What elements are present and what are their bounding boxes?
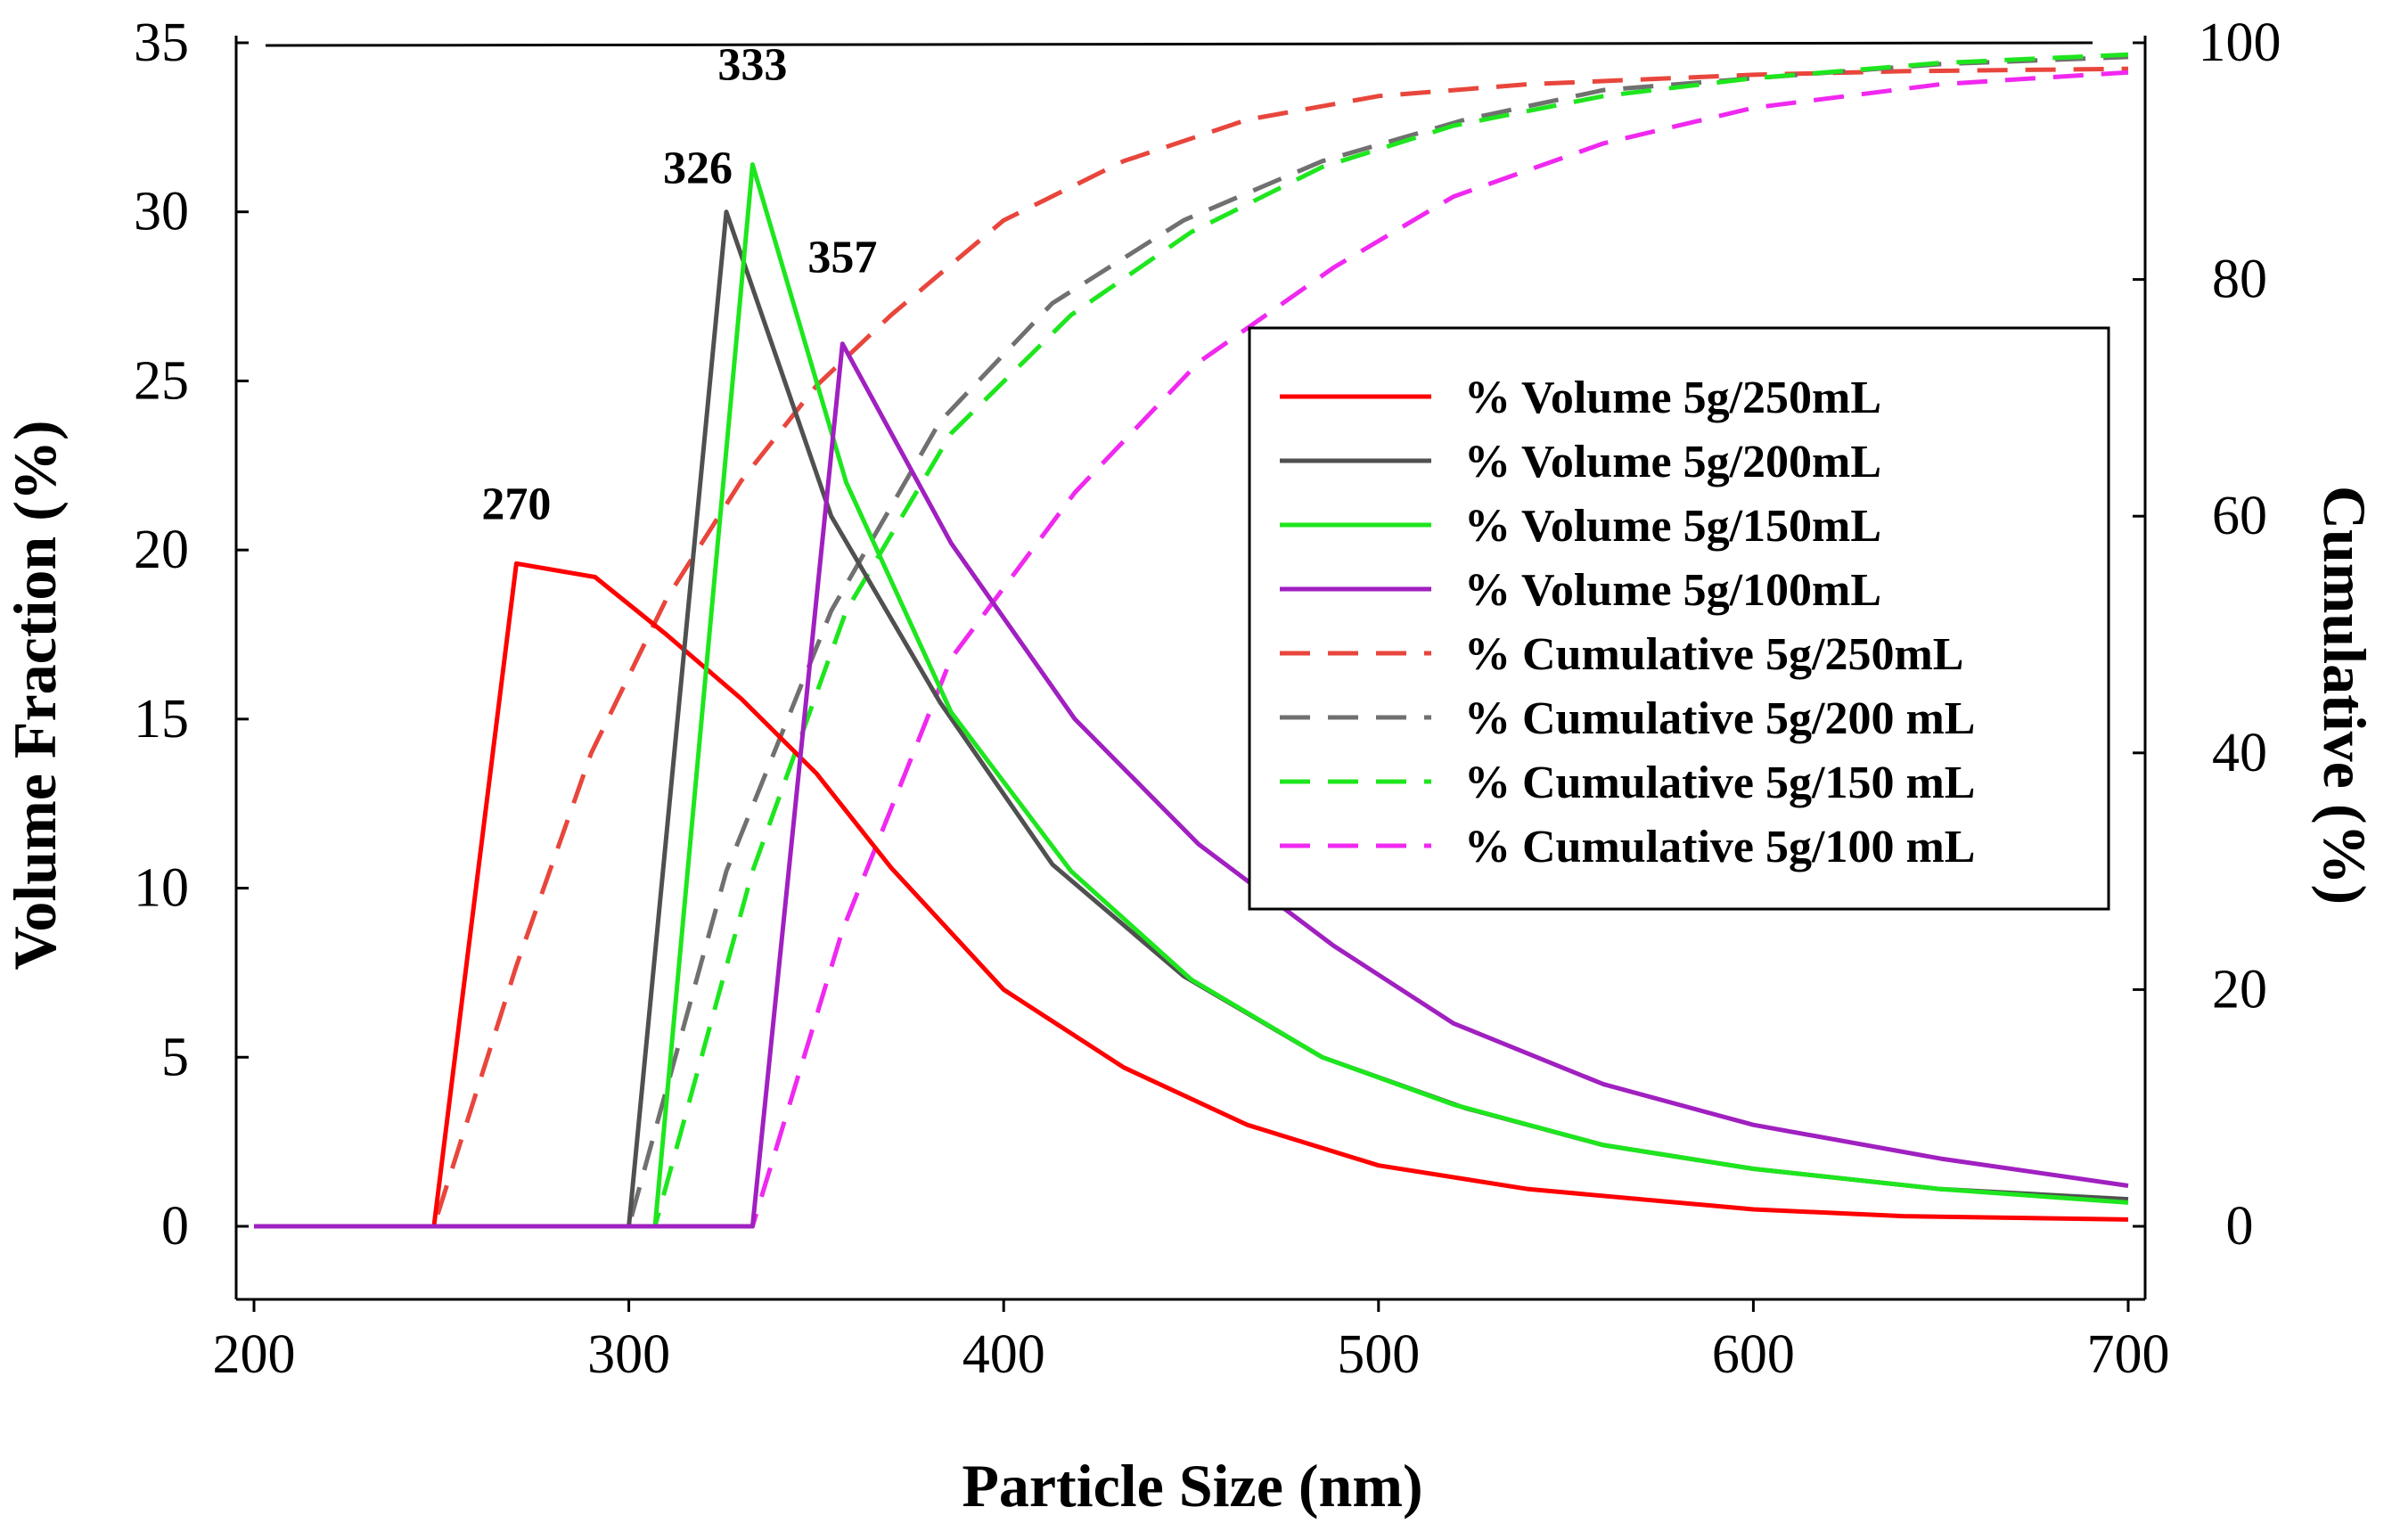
- y-tick-label: 0: [161, 1196, 189, 1257]
- x-tick-label: 600: [1712, 1324, 1795, 1385]
- legend-label: % Volume 5g/150mL: [1464, 501, 1881, 552]
- y-tick-label: 30: [134, 182, 189, 242]
- peak-label: 357: [807, 233, 877, 283]
- peak-label: 333: [717, 40, 787, 91]
- top-reference-line: [265, 41, 2093, 47]
- y-tick-label: 5: [161, 1027, 189, 1087]
- y2-tick-label: 80: [2212, 250, 2267, 310]
- y2-tick-label: 60: [2212, 486, 2267, 546]
- series-layer: [254, 52, 2129, 1229]
- y-axis-title: Volume Fraction (%): [1, 421, 69, 971]
- legend-label: % Cumulative 5g/250mL: [1464, 629, 1963, 680]
- y-tick-label: 35: [134, 12, 189, 73]
- y-tick-label: 20: [134, 520, 189, 580]
- series-line-7: [254, 52, 2129, 1229]
- series-line-8: [254, 70, 2129, 1229]
- peak-label: 270: [481, 479, 551, 529]
- x-tick-label: 400: [963, 1324, 1045, 1385]
- y2-tick-label: 40: [2212, 723, 2267, 783]
- y-tick-label: 15: [134, 689, 189, 750]
- legend: % Volume 5g/250mL % Volume 5g/200mL % Volu…: [1248, 326, 2110, 911]
- x-tick-label: 500: [1337, 1324, 1420, 1385]
- y2-tick-label: 20: [2212, 959, 2267, 1020]
- y2-axis-title: Cumulative (%): [2311, 486, 2379, 905]
- legend-box: [1248, 326, 2110, 911]
- x-tick-label: 700: [2087, 1324, 2170, 1385]
- axes: [234, 36, 2147, 1301]
- y-tick-label: 25: [134, 350, 189, 411]
- series-line-1: [254, 561, 2129, 1229]
- y2-tick-label: 0: [2226, 1196, 2254, 1257]
- x-tick-label: 300: [587, 1324, 670, 1385]
- y2-tick-label: 100: [2199, 12, 2281, 73]
- x-axis-title: Particle Size (nm): [962, 1452, 1422, 1520]
- series-line-5: [254, 66, 2129, 1229]
- peak-label: 326: [663, 143, 733, 194]
- y-tick-label: 10: [134, 858, 189, 919]
- legend-label: % Cumulative 5g/150 mL: [1464, 758, 1975, 808]
- ticks: 200 300 400 500 600 700 0 5 10 15 20 25 30 35 0 20 40 60 8…: [134, 12, 2281, 1385]
- series-line-3: [254, 162, 2129, 1229]
- peak-labels: 270 326 333 357: [481, 40, 877, 530]
- legend-label: % Volume 5g/100mL: [1464, 565, 1881, 616]
- legend-label: % Volume 5g/250mL: [1464, 373, 1881, 423]
- legend-label: % Cumulative 5g/200 mL: [1464, 693, 1975, 744]
- series-line-6: [254, 54, 2129, 1229]
- legend-label: % Cumulative 5g/100 mL: [1464, 822, 1975, 872]
- legend-label: % Volume 5g/200mL: [1464, 437, 1881, 487]
- x-tick-label: 200: [213, 1324, 296, 1385]
